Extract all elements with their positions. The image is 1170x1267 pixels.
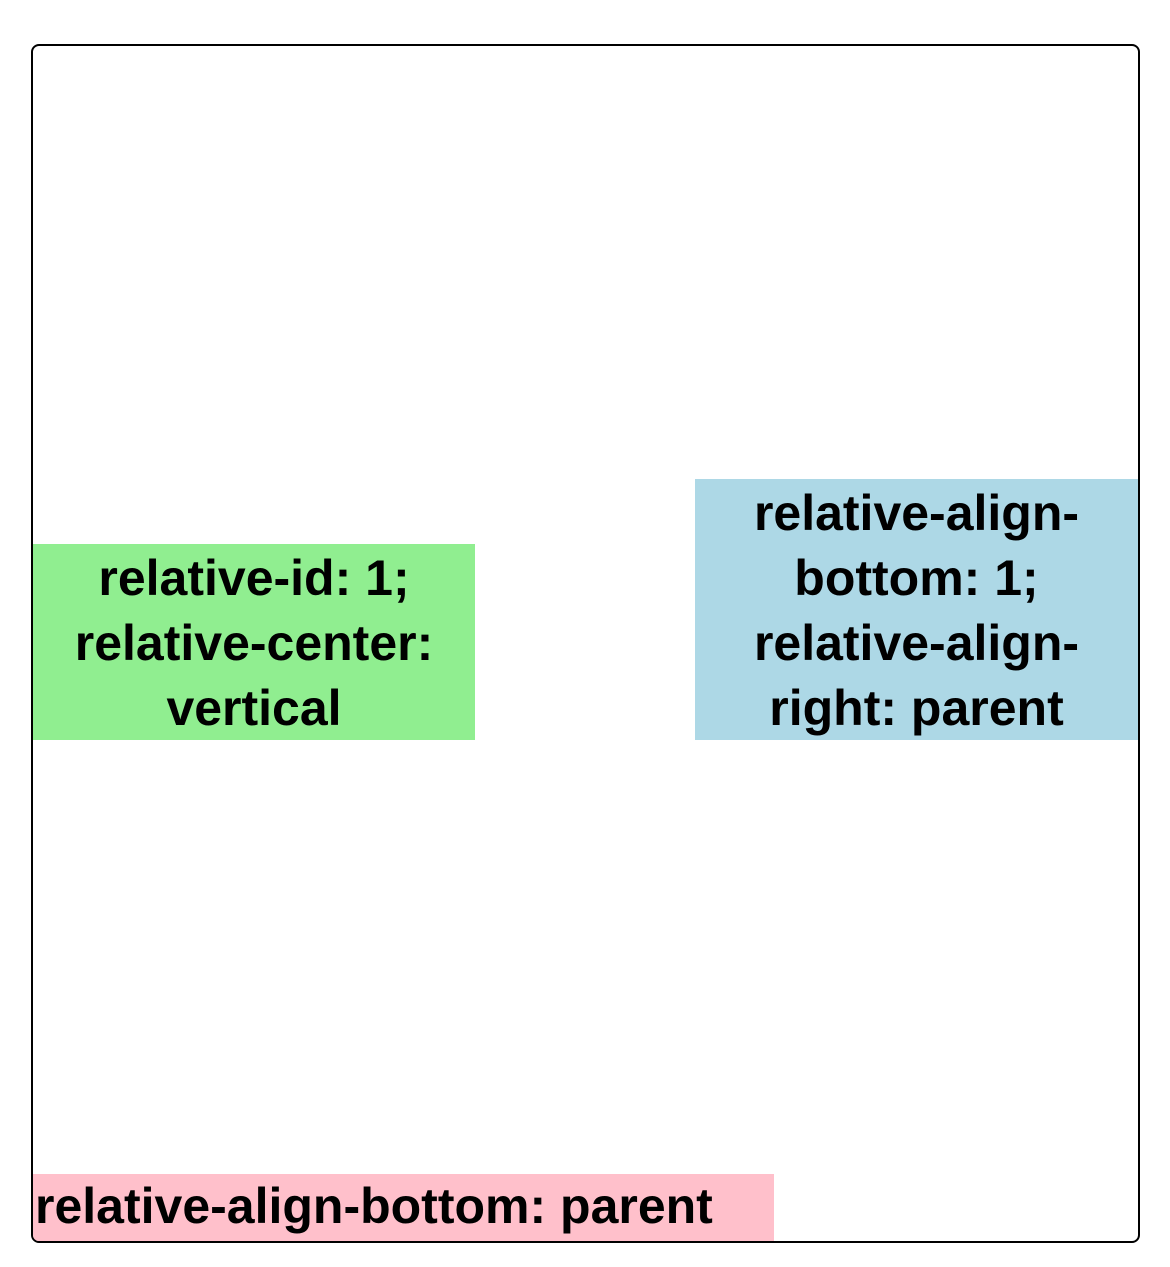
pink-box-text: relative-align-bottom: parent bbox=[35, 1178, 713, 1234]
green-text-box: relative-id: 1; relative-center: vertica… bbox=[33, 544, 475, 740]
blue-box-line-4: right: parent bbox=[769, 680, 1064, 736]
blue-box-line-1: relative-align- bbox=[753, 485, 1080, 541]
relative-layout-container: relative-id: 1; relative-center: vertica… bbox=[31, 44, 1140, 1243]
blue-box-line-2: bottom: 1; bbox=[794, 550, 1039, 606]
blue-box-line-3: relative-align- bbox=[753, 615, 1080, 671]
green-box-line-2: relative-center: bbox=[74, 615, 434, 671]
green-box-line-1: relative-id: 1; bbox=[98, 550, 410, 606]
blue-text-box: relative-align- bottom: 1; relative-alig… bbox=[695, 479, 1138, 740]
pink-text-box: relative-align-bottom: parent bbox=[33, 1174, 774, 1241]
green-box-line-3: vertical bbox=[166, 680, 342, 736]
